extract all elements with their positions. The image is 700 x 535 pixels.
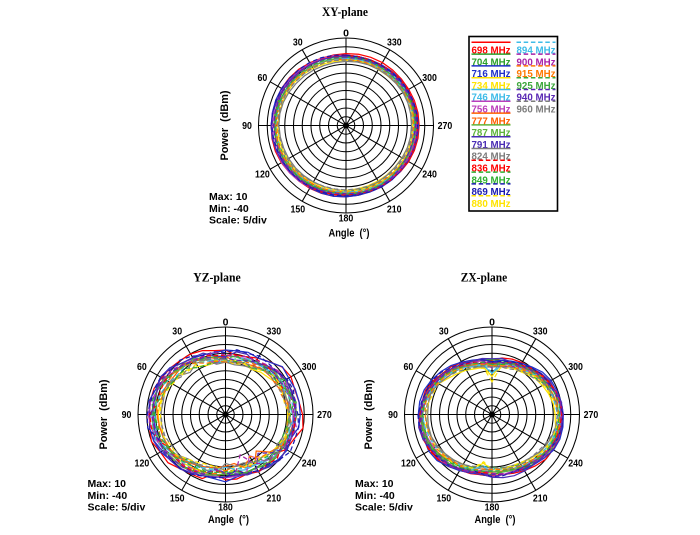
svg-text:30: 30 xyxy=(439,326,449,338)
svg-text:180: 180 xyxy=(218,502,233,514)
svg-text:60: 60 xyxy=(137,361,147,373)
svg-text:0: 0 xyxy=(223,317,229,329)
svg-text:Angle (°): Angle (°) xyxy=(329,228,370,240)
svg-text:300: 300 xyxy=(568,361,583,373)
svg-text:180: 180 xyxy=(485,502,500,514)
svg-text:330: 330 xyxy=(266,326,281,338)
svg-text:Max: 10: Max: 10 xyxy=(88,478,127,490)
svg-text:30: 30 xyxy=(172,326,182,338)
svg-text:YZ-plane: YZ-plane xyxy=(193,271,241,285)
svg-text:Angle (°): Angle (°) xyxy=(208,514,249,526)
svg-text:Min: -40: Min: -40 xyxy=(88,490,128,502)
svg-text:210: 210 xyxy=(266,493,281,505)
svg-text:90: 90 xyxy=(122,409,132,421)
svg-text:Scale: 5/div: Scale: 5/div xyxy=(209,215,267,227)
svg-text:Power (dBm): Power (dBm) xyxy=(363,379,375,449)
svg-text:Max: 10: Max: 10 xyxy=(209,191,248,203)
svg-text:0: 0 xyxy=(489,317,495,329)
svg-text:150: 150 xyxy=(436,493,451,505)
svg-text:210: 210 xyxy=(387,204,402,216)
svg-text:960 MHz: 960 MHz xyxy=(517,104,556,116)
svg-text:60: 60 xyxy=(258,72,268,84)
svg-text:270: 270 xyxy=(317,409,332,421)
svg-text:Scale: 5/div: Scale: 5/div xyxy=(88,502,146,514)
svg-text:240: 240 xyxy=(568,457,583,469)
svg-text:120: 120 xyxy=(401,457,416,469)
svg-text:330: 330 xyxy=(533,326,548,338)
svg-text:Min: -40: Min: -40 xyxy=(355,490,395,502)
svg-text:210: 210 xyxy=(533,493,548,505)
svg-text:90: 90 xyxy=(242,120,252,132)
svg-text:880 MHz: 880 MHz xyxy=(472,198,511,210)
svg-text:Angle (°): Angle (°) xyxy=(475,514,516,526)
svg-text:60: 60 xyxy=(404,361,414,373)
svg-text:150: 150 xyxy=(170,493,185,505)
svg-text:Scale: 5/div: Scale: 5/div xyxy=(355,502,413,514)
svg-text:180: 180 xyxy=(339,213,354,225)
svg-text:330: 330 xyxy=(387,37,402,49)
svg-text:300: 300 xyxy=(422,72,437,84)
svg-text:90: 90 xyxy=(388,409,398,421)
svg-text:150: 150 xyxy=(290,204,305,216)
svg-text:Power (dBm): Power (dBm) xyxy=(98,379,110,449)
svg-text:Power (dBm): Power (dBm) xyxy=(219,90,231,160)
svg-text:240: 240 xyxy=(422,168,437,180)
svg-text:30: 30 xyxy=(293,37,303,49)
svg-text:Max: 10: Max: 10 xyxy=(355,478,394,490)
svg-text:270: 270 xyxy=(584,409,599,421)
svg-text:XY-plane: XY-plane xyxy=(322,5,368,19)
svg-text:Min: -40: Min: -40 xyxy=(209,203,249,215)
svg-text:270: 270 xyxy=(438,120,453,132)
svg-text:0: 0 xyxy=(343,28,349,40)
svg-text:240: 240 xyxy=(302,457,317,469)
svg-text:120: 120 xyxy=(135,457,150,469)
svg-text:ZX-plane: ZX-plane xyxy=(461,271,508,285)
svg-text:120: 120 xyxy=(255,168,270,180)
svg-text:300: 300 xyxy=(302,361,317,373)
